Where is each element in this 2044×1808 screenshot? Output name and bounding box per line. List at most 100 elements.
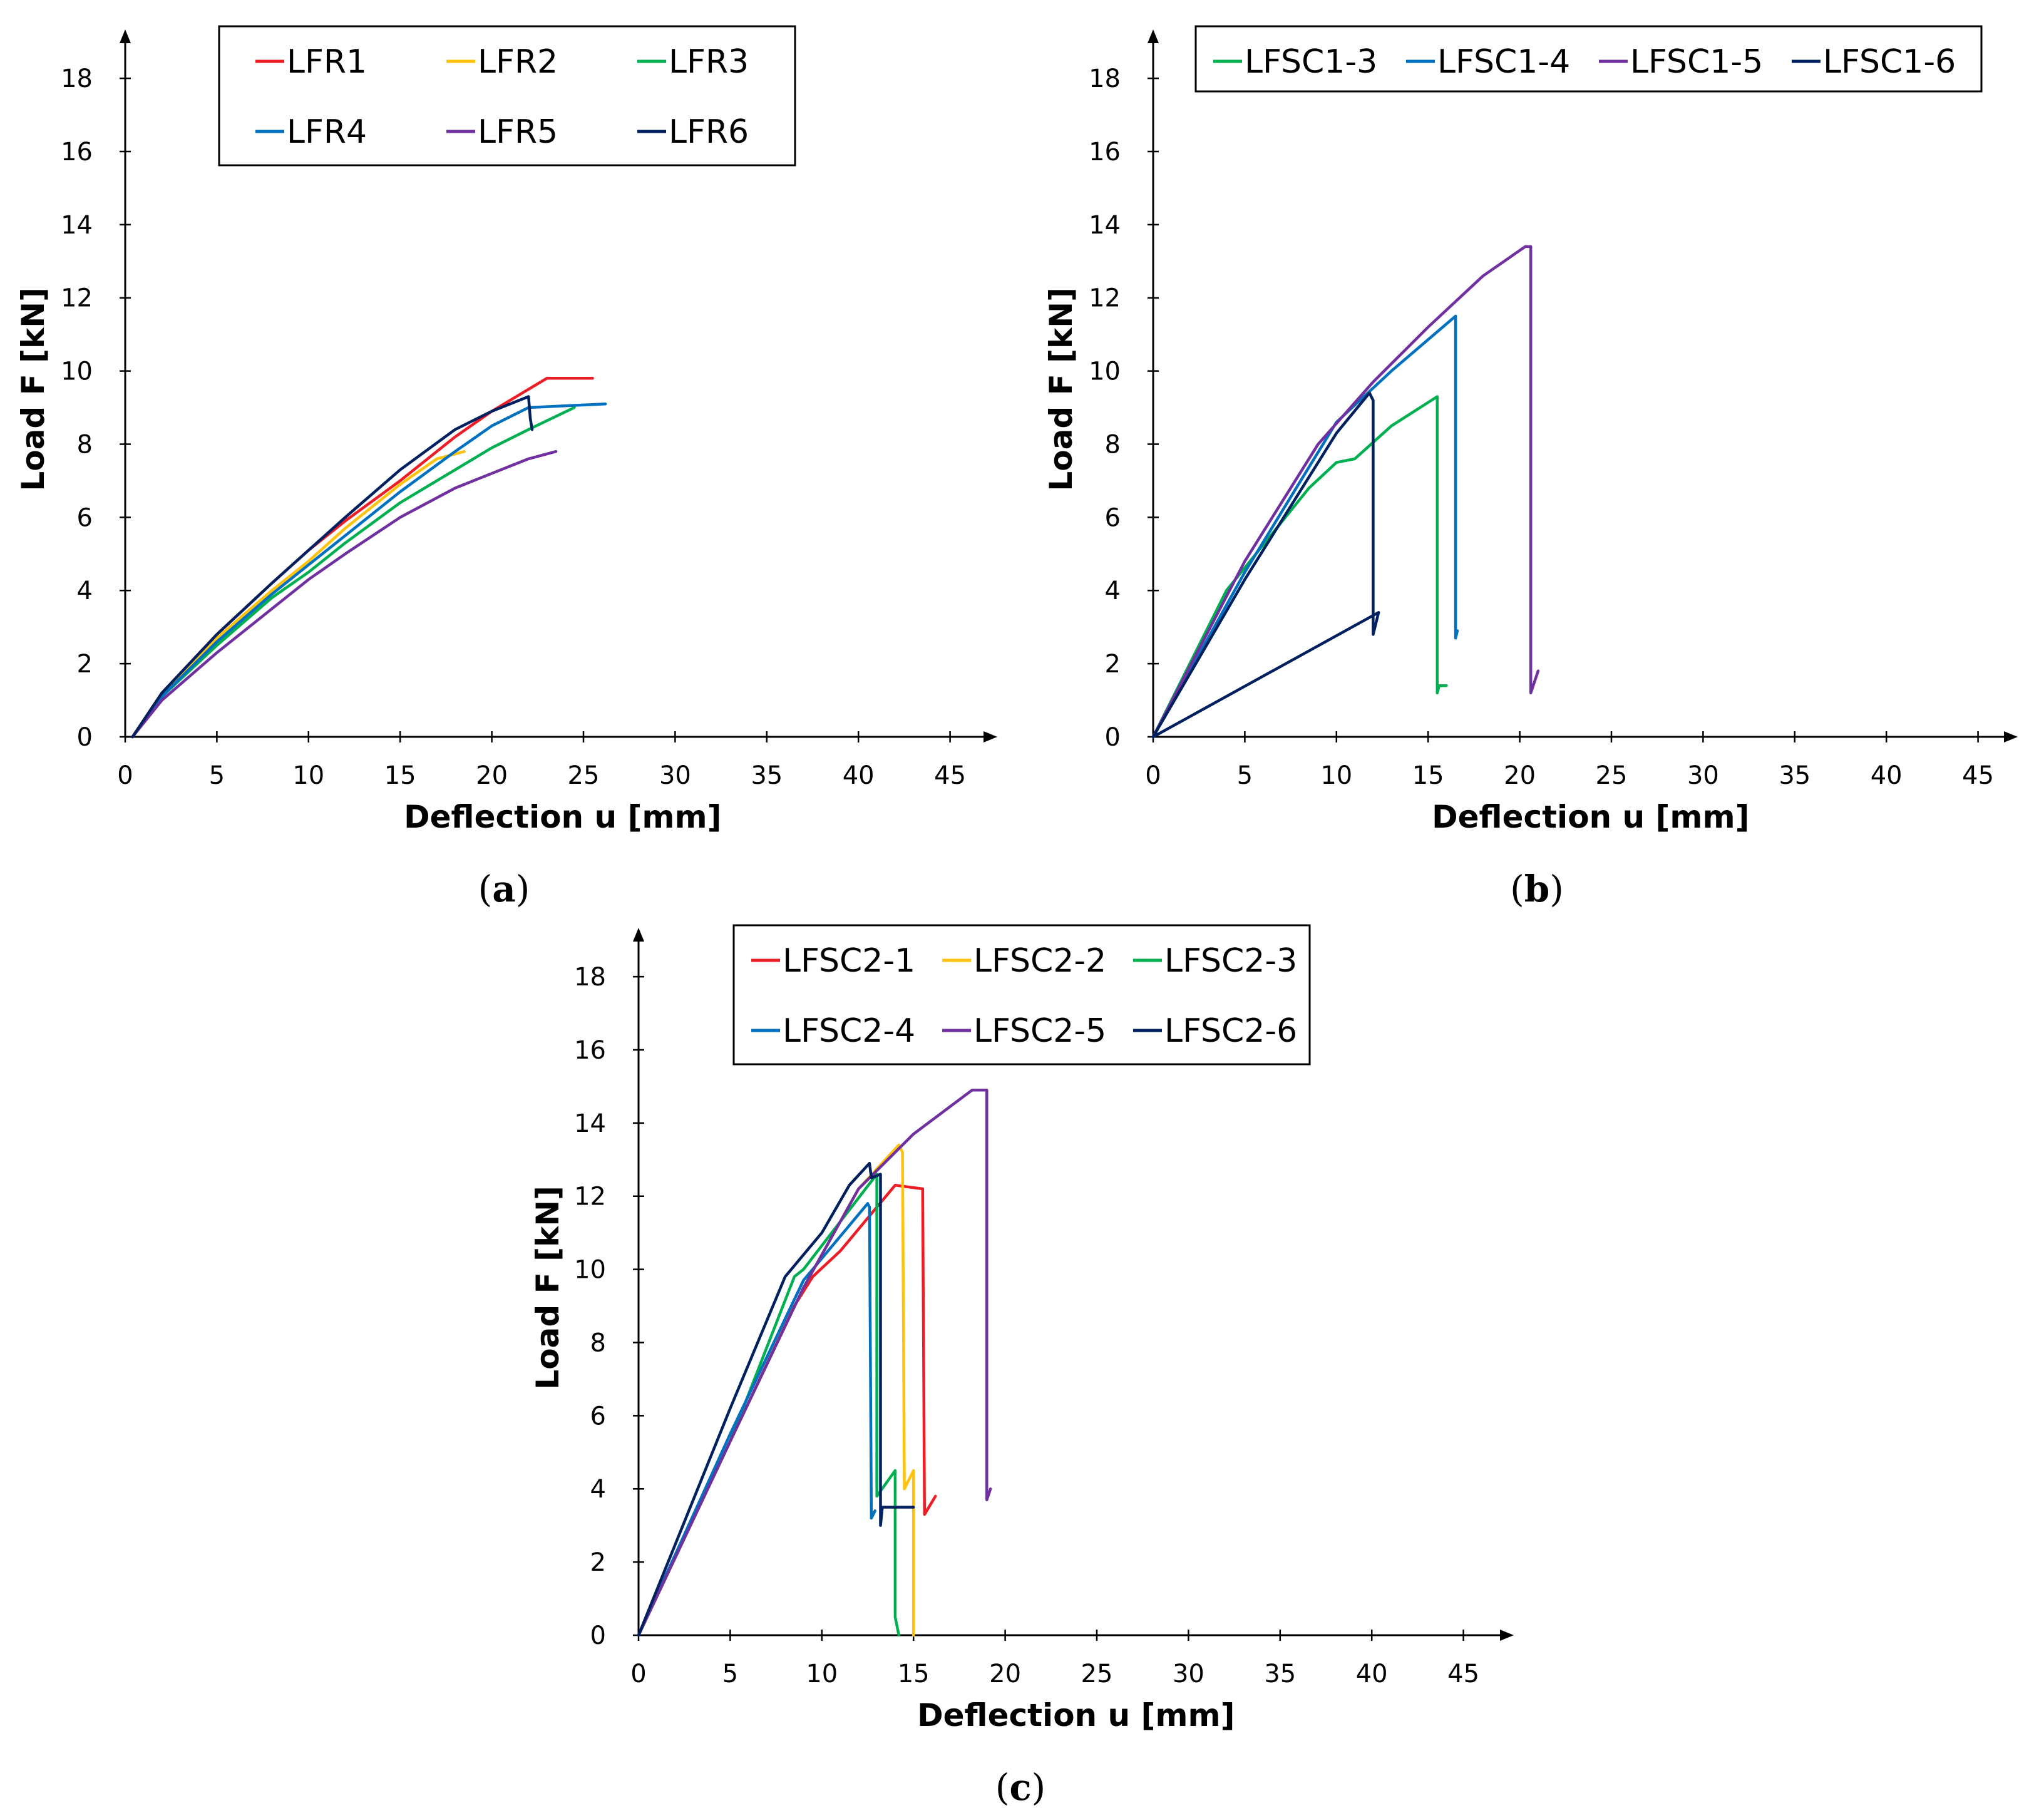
legend-label-lfsc1-5: LFSC1-5 [1630,43,1763,81]
series-line-lfsc2-5 [637,1088,992,1637]
y-tick-label: 4 [590,1475,606,1504]
y-axis-arrow [1148,29,1159,43]
y-tick-label: 4 [1105,577,1121,605]
legend-box [732,924,1311,1066]
y-tick-label: 10 [1089,357,1121,386]
y-tick-label: 8 [77,430,93,459]
y-tick-label: 10 [61,357,93,386]
series-line-lfsc2-2 [637,1143,915,1637]
panel-label-open: ( [1510,868,1524,910]
x-tick-label: 35 [1779,761,1810,790]
legend-label-lfsc2-5: LFSC2-5 [973,1012,1106,1050]
series-line-lfsc1-4 [1151,314,1459,739]
legend-label-lfr5: LFR5 [478,113,558,151]
y-tick-label: 0 [1105,723,1121,752]
x-tick-label: 5 [1237,761,1253,790]
y-tick-label: 18 [61,64,93,93]
panel-c: 0 5 10 15 20 25 30 35 40 45 0 2 4 6 8 10 12 14 16 18 Deflect… [530,924,1514,1808]
x-axis-arrow [983,731,997,742]
panel-label-open: ( [995,1766,1010,1808]
panel-label: (c) [995,1766,1046,1808]
x-tick-label: 20 [476,761,508,790]
x-tick-label: 35 [1264,1660,1296,1688]
panel-b: 0 5 10 15 20 25 30 35 40 45 0 2 4 6 8 10 12 14 16 18 Deflect… [1043,25,2018,910]
legend-label-lfr3: LFR3 [669,43,749,81]
x-tick-label: 10 [292,761,324,790]
y-tick-label: 10 [574,1256,606,1285]
x-tick-label: 45 [934,761,966,790]
y-tick-label: 6 [77,503,93,532]
y-tick-label: 14 [1089,211,1121,240]
x-tick-label: 10 [1320,761,1352,790]
x-tick-label: 0 [630,1660,646,1688]
series-line-lfr6 [131,395,534,739]
series-line-lfsc1-6 [1151,391,1380,739]
y-tick-label: 6 [1105,503,1121,532]
x-tick-label: 0 [1145,761,1161,790]
legend-label-lfr6: LFR6 [669,113,749,151]
panel-label-close: ) [1549,868,1564,910]
x-tick-label: 15 [898,1660,930,1688]
legend-label-lfsc2-4: LFSC2-4 [783,1012,915,1050]
y-axis-title: Load F [kN] [1043,287,1079,491]
y-axis-title: Load F [kN] [530,1186,566,1390]
x-tick-label: 15 [384,761,416,790]
x-axis-arrow [2004,731,2018,742]
y-tick-label: 12 [61,284,93,313]
x-tick-label: 25 [1596,761,1628,790]
x-tick-label: 45 [1962,761,1994,790]
y-tick-label: 12 [574,1183,606,1211]
x-tick-label: 35 [751,761,783,790]
x-tick-label: 40 [843,761,875,790]
y-axis-title: Load F [kN] [15,287,51,491]
series-line-lfr3 [131,406,576,739]
x-axis-title: Deflection u [mm] [404,799,721,835]
series-line-lfsc2-1 [637,1183,937,1637]
legend-box [218,25,796,167]
series-line-lfsc1-3 [1151,395,1448,739]
y-tick-label: 16 [1089,138,1121,167]
y-tick-label: 14 [61,211,93,240]
y-tick-label: 2 [1105,650,1121,679]
y-tick-label: 18 [1089,64,1121,93]
legend-label-lfsc1-4: LFSC1-4 [1437,43,1570,81]
series-line-lfsc2-4 [637,1202,876,1637]
y-axis-arrow [633,928,644,942]
series-line-lfr4 [131,402,607,739]
x-tick-label: 25 [1081,1660,1113,1688]
legend-label-lfr2: LFR2 [478,43,558,81]
x-tick-label: 0 [117,761,133,790]
x-tick-label: 30 [659,761,691,790]
legend-label-lfsc2-6: LFSC2-6 [1164,1012,1297,1050]
legend-box [1194,25,1983,93]
y-tick-label: 8 [1105,430,1121,459]
legend-label-lfsc2-1: LFSC2-1 [783,942,915,980]
x-tick-label: 40 [1356,1660,1388,1688]
legend-label-lfsc2-3: LFSC2-3 [1164,942,1297,980]
panel-a: 0 5 10 15 20 25 30 35 40 45 0 2 4 6 8 10 12 14 16 18 Deflect… [15,25,997,910]
y-tick-label: 12 [1089,284,1121,313]
panel-label-close: ) [1032,1766,1046,1808]
x-tick-label: 20 [989,1660,1021,1688]
x-tick-label: 45 [1447,1660,1479,1688]
y-tick-label: 16 [574,1036,606,1065]
panel-label-close: ) [516,868,530,910]
y-tick-label: 2 [77,650,93,679]
y-tick-label: 6 [590,1402,606,1430]
y-tick-label: 18 [574,963,606,992]
x-tick-label: 5 [209,761,225,790]
panel-label: (b) [1510,868,1564,910]
series-line-lfsc1-5 [1151,245,1540,739]
y-tick-label: 2 [590,1548,606,1577]
y-tick-label: 4 [77,577,93,605]
panel-label-open: ( [478,868,493,910]
x-tick-label: 20 [1504,761,1536,790]
x-tick-label: 30 [1687,761,1719,790]
x-axis-arrow [1500,1630,1514,1641]
y-axis-arrow [120,29,131,43]
series-line-lfsc2-6 [637,1161,915,1637]
y-tick-label: 16 [61,138,93,167]
y-tick-label: 14 [574,1109,606,1138]
legend-label-lfsc1-6: LFSC1-6 [1823,43,1956,81]
y-tick-label: 8 [590,1328,606,1357]
